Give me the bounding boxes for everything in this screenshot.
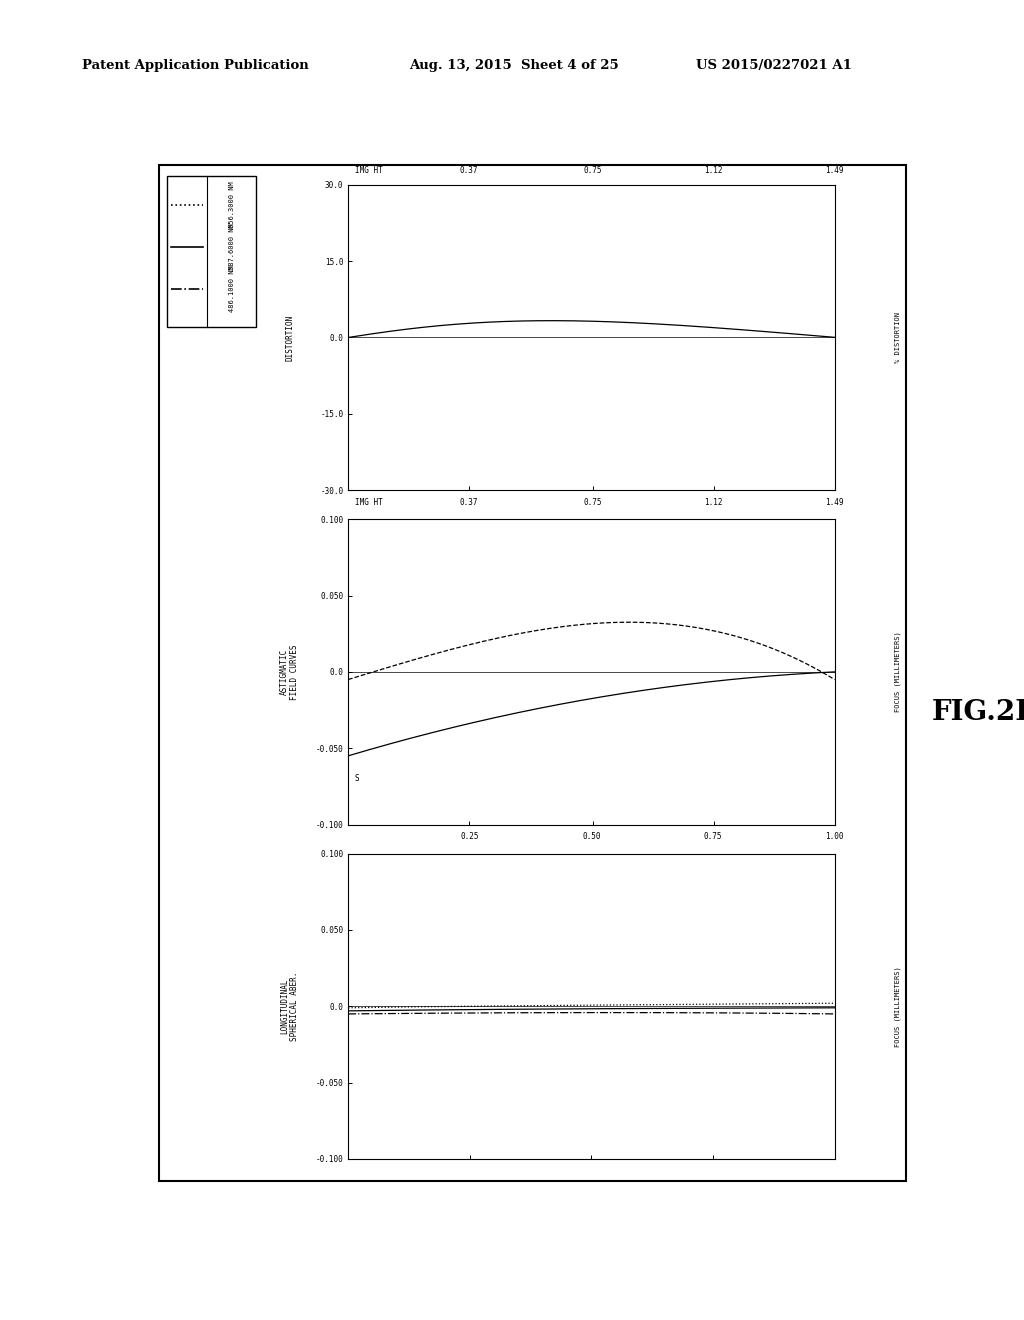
Text: IMG HT: IMG HT [354,498,382,507]
Text: 1.49: 1.49 [825,165,844,174]
Text: US 2015/0227021 A1: US 2015/0227021 A1 [696,59,852,73]
Text: 0.37: 0.37 [460,165,478,174]
Text: 0.75: 0.75 [584,165,602,174]
Text: Aug. 13, 2015  Sheet 4 of 25: Aug. 13, 2015 Sheet 4 of 25 [410,59,620,73]
Text: FOCUS (MILLIMETERS): FOCUS (MILLIMETERS) [895,631,901,713]
Text: 0.37: 0.37 [460,498,478,507]
Text: Patent Application Publication: Patent Application Publication [82,59,308,73]
Text: FOCUS (MILLIMETERS): FOCUS (MILLIMETERS) [895,966,901,1047]
Text: 1.12: 1.12 [705,498,723,507]
Text: 1.12: 1.12 [705,165,723,174]
Text: 587.6000 NM: 587.6000 NM [228,223,234,271]
Text: 1.49: 1.49 [825,498,844,507]
Text: S: S [354,775,359,783]
Text: T: T [354,477,359,486]
Text: 0.75: 0.75 [584,498,602,507]
Text: 0.25: 0.25 [461,833,479,841]
Text: % DISTORTION: % DISTORTION [895,312,901,363]
Text: IMG HT: IMG HT [354,165,382,174]
Text: LONGITUDINAL
SPHERICAL ABER.: LONGITUDINAL SPHERICAL ABER. [281,972,299,1041]
Text: ASTIGMATIC
FIELD CURVES: ASTIGMATIC FIELD CURVES [281,644,299,700]
Text: 1.00: 1.00 [825,833,844,841]
Text: DISTORTION: DISTORTION [286,314,294,360]
Text: 656.3000 NM: 656.3000 NM [228,181,234,228]
Text: 486.1000 NM: 486.1000 NM [228,265,234,313]
Text: 0.75: 0.75 [703,833,722,841]
Text: 0.50: 0.50 [582,833,601,841]
Text: FIG.2B: FIG.2B [932,700,1024,726]
